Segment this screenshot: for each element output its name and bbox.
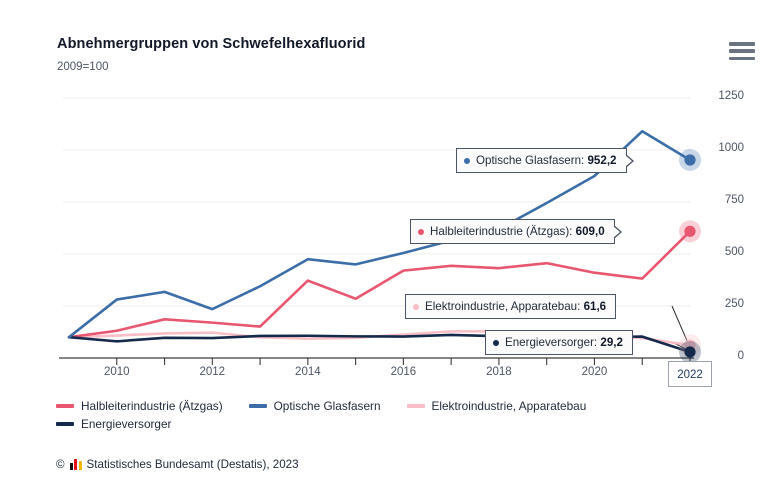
tooltip-color-dot bbox=[464, 157, 470, 164]
tooltip-elektroindustrie[interactable]: Elektroindustrie, Apparatebau: 61,6 bbox=[405, 294, 617, 319]
y-axis-tick-label: 1250 bbox=[718, 90, 744, 102]
endpoint-markers bbox=[679, 148, 701, 363]
x-axis-tick-label: 2010 bbox=[103, 366, 130, 378]
tooltip-pointer bbox=[612, 224, 622, 239]
page-title: Abnehmergruppen von Schwefelhexafluorid bbox=[57, 36, 366, 52]
copyright-text: Statistisches Bundesamt (Destatis), 2023 bbox=[86, 458, 299, 471]
copyright-symbol: © bbox=[56, 458, 65, 471]
legend-color-swatch bbox=[406, 404, 425, 408]
tooltip-text: Elektroindustrie, Apparatebau: 61,6 bbox=[425, 300, 607, 313]
destatis-logo-icon bbox=[69, 459, 82, 470]
y-axis-tick-label: 500 bbox=[724, 246, 744, 258]
legend-item-label: Elektroindustrie, Apparatebau bbox=[431, 399, 587, 413]
tooltip-color-dot bbox=[418, 228, 424, 235]
copyright-footer: © Statistisches Bundesamt (Destatis), 20… bbox=[56, 458, 299, 471]
tooltip-optische-glasfasern[interactable]: Optische Glasfasern: 952,2 bbox=[456, 148, 634, 173]
legend-item-label: Energieversorger bbox=[81, 417, 172, 431]
x-tick-marks bbox=[116, 358, 691, 365]
x-axis-tick-label: 2012 bbox=[199, 366, 226, 378]
y-axis-tick-label: 1000 bbox=[718, 142, 744, 154]
y-axis-tick-label: 750 bbox=[724, 194, 744, 206]
hamburger-menu-icon[interactable] bbox=[729, 40, 755, 62]
tooltip-pointer bbox=[624, 153, 634, 168]
tooltip-halbleiterindustrie[interactable]: Halbleiterindustrie (Ätzgas): 609,0 bbox=[410, 219, 622, 244]
tooltip-color-dot bbox=[493, 339, 499, 346]
legend-color-swatch bbox=[248, 404, 267, 408]
legend-item[interactable]: Elektroindustrie, Apparatebau bbox=[406, 399, 587, 413]
legend-color-swatch bbox=[56, 404, 74, 408]
chart-legend: Halbleiterindustrie (Ätzgas) Optische Gla… bbox=[56, 399, 706, 431]
tooltip-color-dot bbox=[413, 303, 419, 310]
legend-item[interactable]: Energieversorger bbox=[56, 417, 172, 431]
tooltip-text: Halbleiterindustrie (Ätzgas): 609,0 bbox=[430, 225, 605, 238]
x-axis-tick-label: 2014 bbox=[295, 366, 321, 378]
chart-subtitle: 2009=100 bbox=[57, 61, 109, 73]
x-axis-tick-label-highlighted: 2022 bbox=[668, 361, 712, 387]
legend-item-label: Halbleiterindustrie (Ätzgas) bbox=[81, 399, 223, 413]
tooltip-text: Optische Glasfasern: 952,2 bbox=[476, 154, 617, 167]
legend-item[interactable]: Optische Glasfasern bbox=[248, 399, 381, 413]
x-axis-tick-label: 2018 bbox=[486, 366, 512, 378]
tooltip-energieversorger[interactable]: Energieversorger: 29,2 bbox=[485, 330, 633, 355]
tooltip-text: Energieversorger: 29,2 bbox=[505, 336, 623, 349]
y-axis-tick-label: 0 bbox=[737, 350, 744, 362]
x-axis-tick-label: 2016 bbox=[390, 366, 417, 378]
legend-item[interactable]: Halbleiterindustrie (Ätzgas) bbox=[56, 399, 223, 413]
legend-item-label: Optische Glasfasern bbox=[273, 399, 381, 413]
x-axis-tick-label: 2020 bbox=[581, 366, 608, 378]
y-axis-tick-label: 250 bbox=[724, 298, 744, 310]
legend-color-swatch bbox=[56, 422, 74, 426]
